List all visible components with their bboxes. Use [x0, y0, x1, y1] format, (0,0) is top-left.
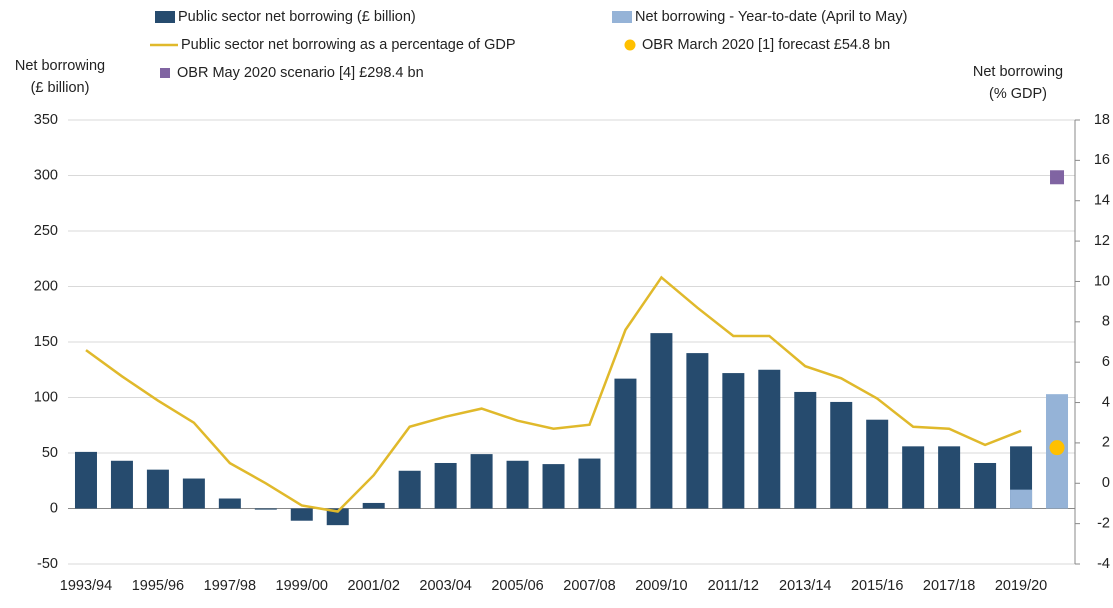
y-tick-label: 250 [34, 223, 58, 239]
legend-swatch [624, 39, 636, 51]
marker [1049, 440, 1065, 456]
bar [866, 419, 889, 509]
x-tick-label: 2015/16 [851, 578, 903, 594]
legend-swatch [160, 68, 170, 78]
x-tick-label: 2009/10 [635, 578, 687, 594]
y-tick-label: 350 [34, 112, 58, 128]
bar [974, 462, 997, 509]
bar [362, 502, 385, 509]
bar [758, 369, 781, 509]
y2-tick-label: 8 [1102, 314, 1110, 330]
y2-tick-label: 14 [1094, 193, 1110, 209]
x-tick-label: 2001/02 [347, 578, 399, 594]
bar [326, 508, 349, 526]
bar [794, 391, 817, 509]
bar [902, 446, 925, 509]
bar [578, 458, 601, 509]
bar [182, 478, 205, 509]
bar [74, 451, 97, 509]
x-tick-label: 1993/94 [60, 578, 112, 594]
y-tick-label: 150 [34, 334, 58, 350]
y2-axis-title: (% GDP) [989, 86, 1047, 102]
bar [434, 462, 457, 509]
y-axis-title: (£ billion) [31, 80, 90, 96]
x-tick-label: 2019/20 [995, 578, 1047, 594]
bar [938, 446, 961, 509]
y2-tick-label: -2 [1097, 515, 1110, 531]
x-tick-label: 2005/06 [491, 578, 543, 594]
y-tick-label: 300 [34, 167, 58, 183]
bar [110, 460, 133, 509]
x-tick-label: 2017/18 [923, 578, 975, 594]
bar [722, 373, 745, 509]
y-tick-label: 100 [34, 389, 58, 405]
x-tick-label: 1999/00 [276, 578, 328, 594]
y-tick-label: 200 [34, 278, 58, 294]
x-tick-label: 2011/12 [708, 578, 759, 594]
y-tick-label: 50 [42, 445, 58, 461]
y2-tick-label: 12 [1094, 233, 1110, 249]
legend-label: Public sector net borrowing as a percent… [181, 37, 515, 53]
bar [1010, 489, 1033, 509]
y2-axis-title: Net borrowing [973, 64, 1063, 80]
y2-tick-label: 16 [1094, 152, 1110, 168]
y2-tick-label: 6 [1102, 354, 1110, 370]
x-tick-label: 1997/98 [204, 578, 256, 594]
y2-tick-label: 4 [1102, 394, 1110, 410]
bar [146, 469, 169, 509]
bar [290, 508, 313, 521]
y-tick-label: -50 [37, 556, 58, 572]
legend-swatch [155, 11, 175, 23]
bar [470, 454, 493, 509]
legend-label: OBR May 2020 scenario [4] £298.4 bn [177, 65, 424, 81]
x-tick-label: 1995/96 [132, 578, 184, 594]
y2-tick-label: 0 [1102, 475, 1110, 491]
y2-tick-label: 10 [1094, 273, 1110, 289]
marker [1050, 170, 1065, 185]
legend-swatch [612, 11, 632, 23]
bar [686, 353, 709, 509]
y2-tick-label: 2 [1102, 435, 1110, 451]
bar [506, 460, 529, 509]
bar [830, 401, 853, 509]
bar [254, 508, 277, 510]
x-tick-label: 2013/14 [779, 578, 831, 594]
bar [398, 470, 421, 509]
legend-label: Public sector net borrowing (£ billion) [178, 9, 416, 25]
bar [218, 498, 241, 509]
y-axis-title: Net borrowing [15, 58, 105, 74]
legend-label: Net borrowing - Year-to-date (April to M… [635, 9, 907, 25]
y2-tick-label: -4 [1097, 556, 1110, 572]
bar [542, 464, 565, 509]
x-tick-label: 2007/08 [563, 578, 615, 594]
legend-label: OBR March 2020 [1] forecast £54.8 bn [642, 37, 890, 53]
y-tick-label: 0 [50, 500, 58, 516]
bar [614, 378, 637, 509]
x-tick-label: 2003/04 [419, 578, 471, 594]
y2-tick-label: 18 [1094, 112, 1110, 128]
bar [650, 333, 673, 509]
line [85, 275, 1022, 513]
